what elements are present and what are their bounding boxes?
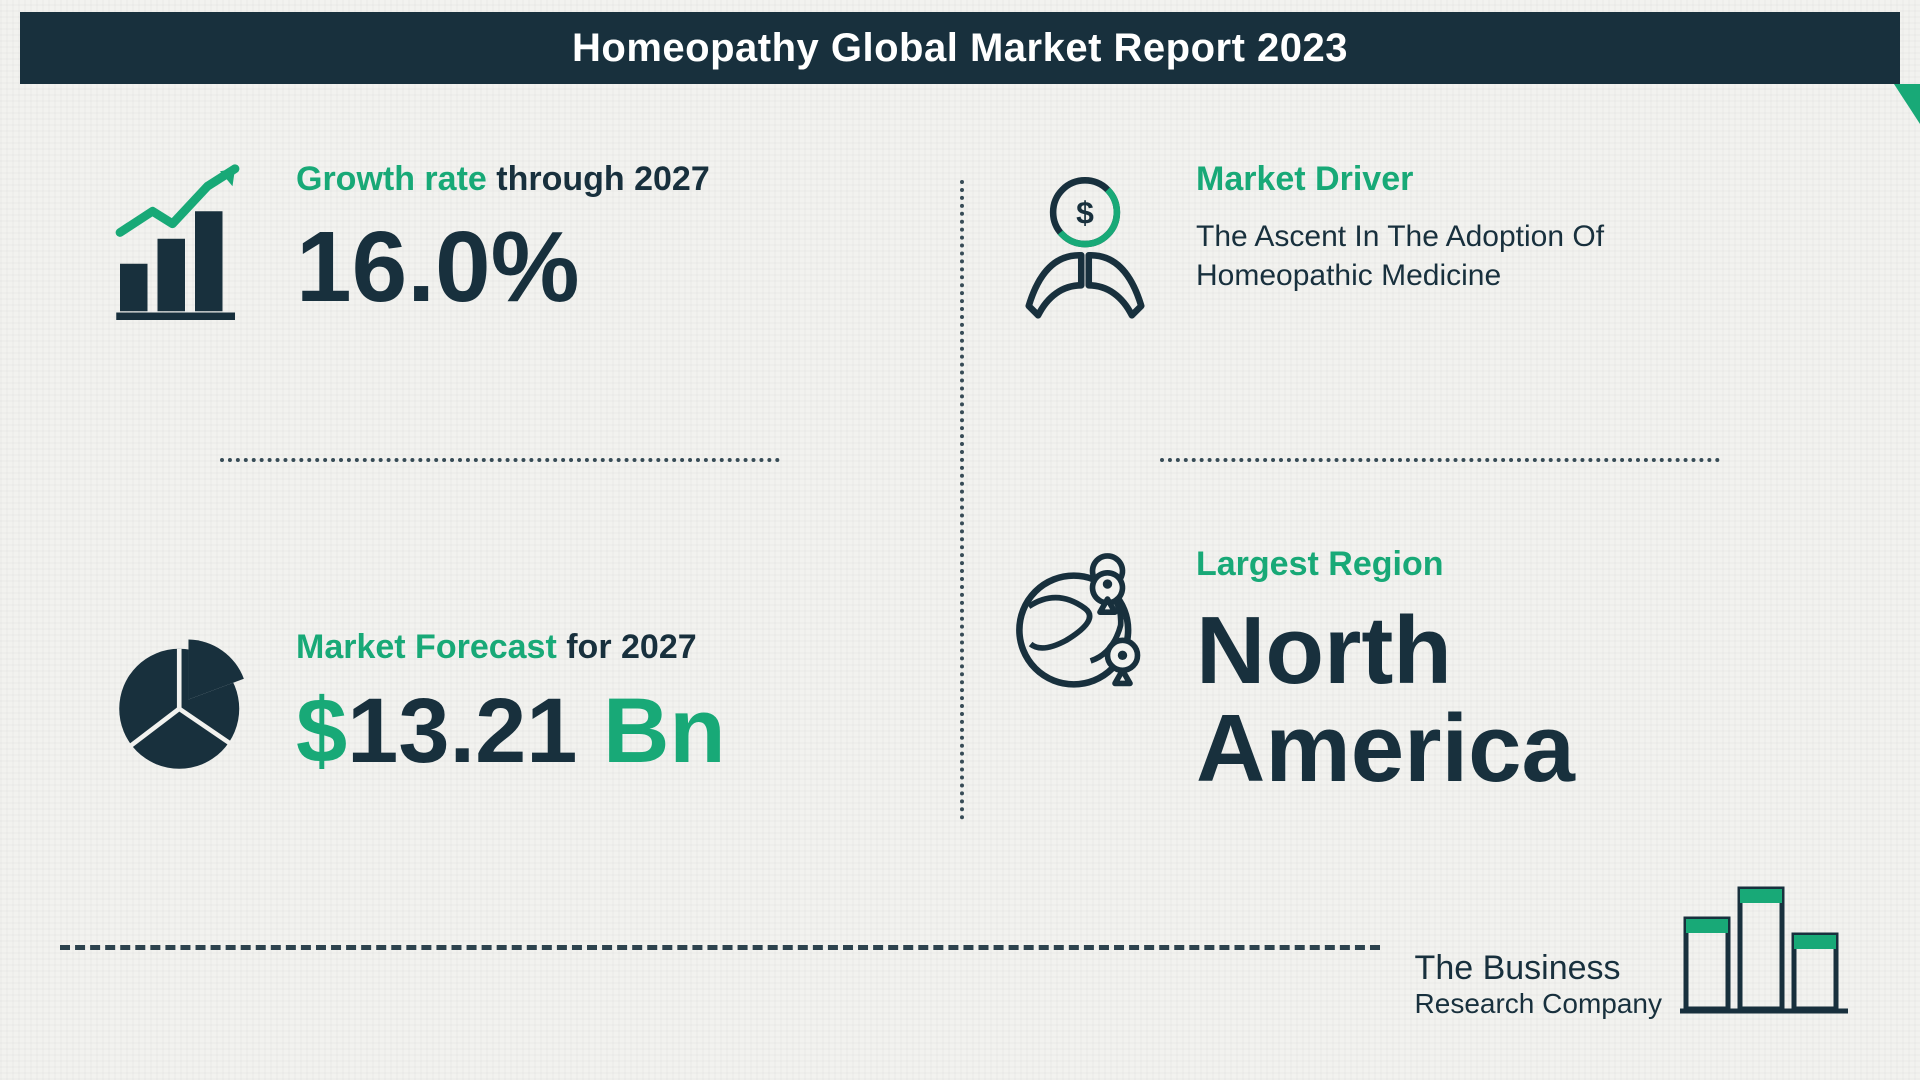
market-forecast-label-teal: Market Forecast	[296, 628, 557, 666]
accent-corner	[1894, 84, 1920, 124]
page-title: Homeopathy Global Market Report 2023	[572, 26, 1348, 71]
market-forecast-number: 13.21	[347, 680, 577, 782]
panel-market-driver: $ Market Driver The Ascent In The Adopti…	[980, 140, 1840, 495]
market-forecast-label-slate: for 2027	[566, 628, 696, 666]
growth-rate-value: 16.0%	[296, 217, 710, 317]
growth-rate-label-slate: through 2027	[496, 160, 709, 198]
brand-line1: The Business	[1415, 949, 1662, 988]
brand-line2: Research Company	[1415, 988, 1662, 1020]
pie-icon	[110, 618, 260, 788]
market-driver-label: Market Driver	[1196, 160, 1656, 199]
market-driver-label-text: Market Driver	[1196, 160, 1413, 198]
globe-pin-icon	[1010, 545, 1160, 715]
svg-text:$: $	[1076, 194, 1094, 230]
market-forecast-value: $13.21 Bn	[296, 685, 726, 777]
panel-largest-region: Largest Region North America	[980, 525, 1840, 880]
hands-coin-icon: $	[1010, 160, 1160, 330]
header-bar: Homeopathy Global Market Report 2023	[20, 12, 1900, 84]
largest-region-label: Largest Region	[1196, 545, 1575, 584]
largest-region-line2: America	[1196, 695, 1575, 802]
brand-text: The Business Research Company	[1415, 949, 1662, 1020]
market-forecast-unit: Bn	[603, 680, 726, 782]
panel-market-forecast: Market Forecast for 2027 $13.21 Bn	[80, 525, 940, 880]
bar-arrow-icon	[110, 160, 260, 330]
market-driver-body: The Ascent In The Adoption Of Homeopathi…	[1196, 217, 1656, 295]
buildings-icon	[1680, 875, 1850, 1020]
largest-region-line1: North	[1196, 597, 1452, 704]
brand-footer: The Business Research Company	[1415, 875, 1850, 1020]
panel-growth-rate: Growth rate through 2027 16.0%	[80, 140, 940, 495]
largest-region-value: North America	[1196, 602, 1575, 798]
infographic-grid: Growth rate through 2027 16.0% $ Market …	[80, 140, 1840, 880]
growth-rate-label-teal: Growth rate	[296, 160, 487, 198]
growth-rate-label: Growth rate through 2027	[296, 160, 710, 199]
largest-region-label-text: Largest Region	[1196, 545, 1443, 583]
market-forecast-currency: $	[296, 680, 347, 782]
market-forecast-label: Market Forecast for 2027	[296, 628, 726, 667]
bottom-divider	[60, 945, 1380, 950]
